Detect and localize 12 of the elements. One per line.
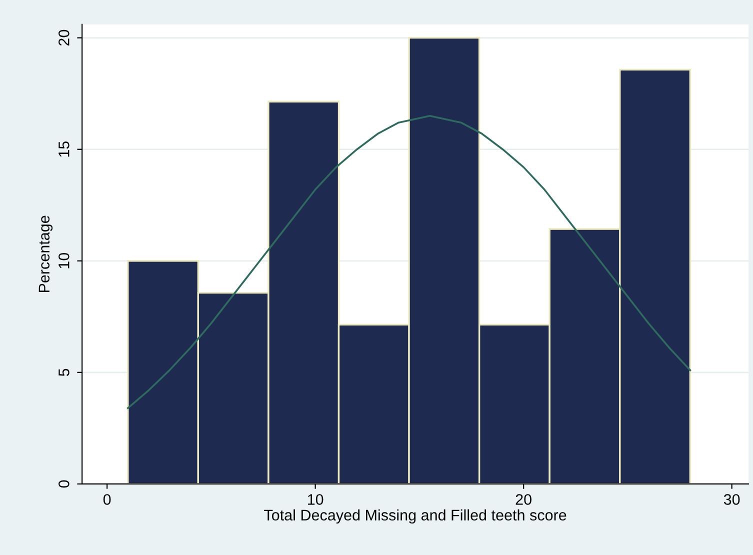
y-tick-label: 15 xyxy=(58,141,70,157)
x-tick-label: 10 xyxy=(308,494,324,505)
x-tick-label: 20 xyxy=(516,494,532,505)
y-tick-label: 0 xyxy=(58,480,70,488)
x-tick-label: 30 xyxy=(724,494,740,505)
y-tick-label: 5 xyxy=(58,368,70,376)
y-tick-label: 10 xyxy=(58,252,70,268)
line-series xyxy=(126,114,692,410)
x-tick-label: 0 xyxy=(103,494,111,505)
y-tick-label: 20 xyxy=(58,30,70,46)
x-axis-title: Total Decayed Missing and Filled teeth score xyxy=(264,509,566,524)
y-axis-title: Percentage xyxy=(38,216,53,292)
